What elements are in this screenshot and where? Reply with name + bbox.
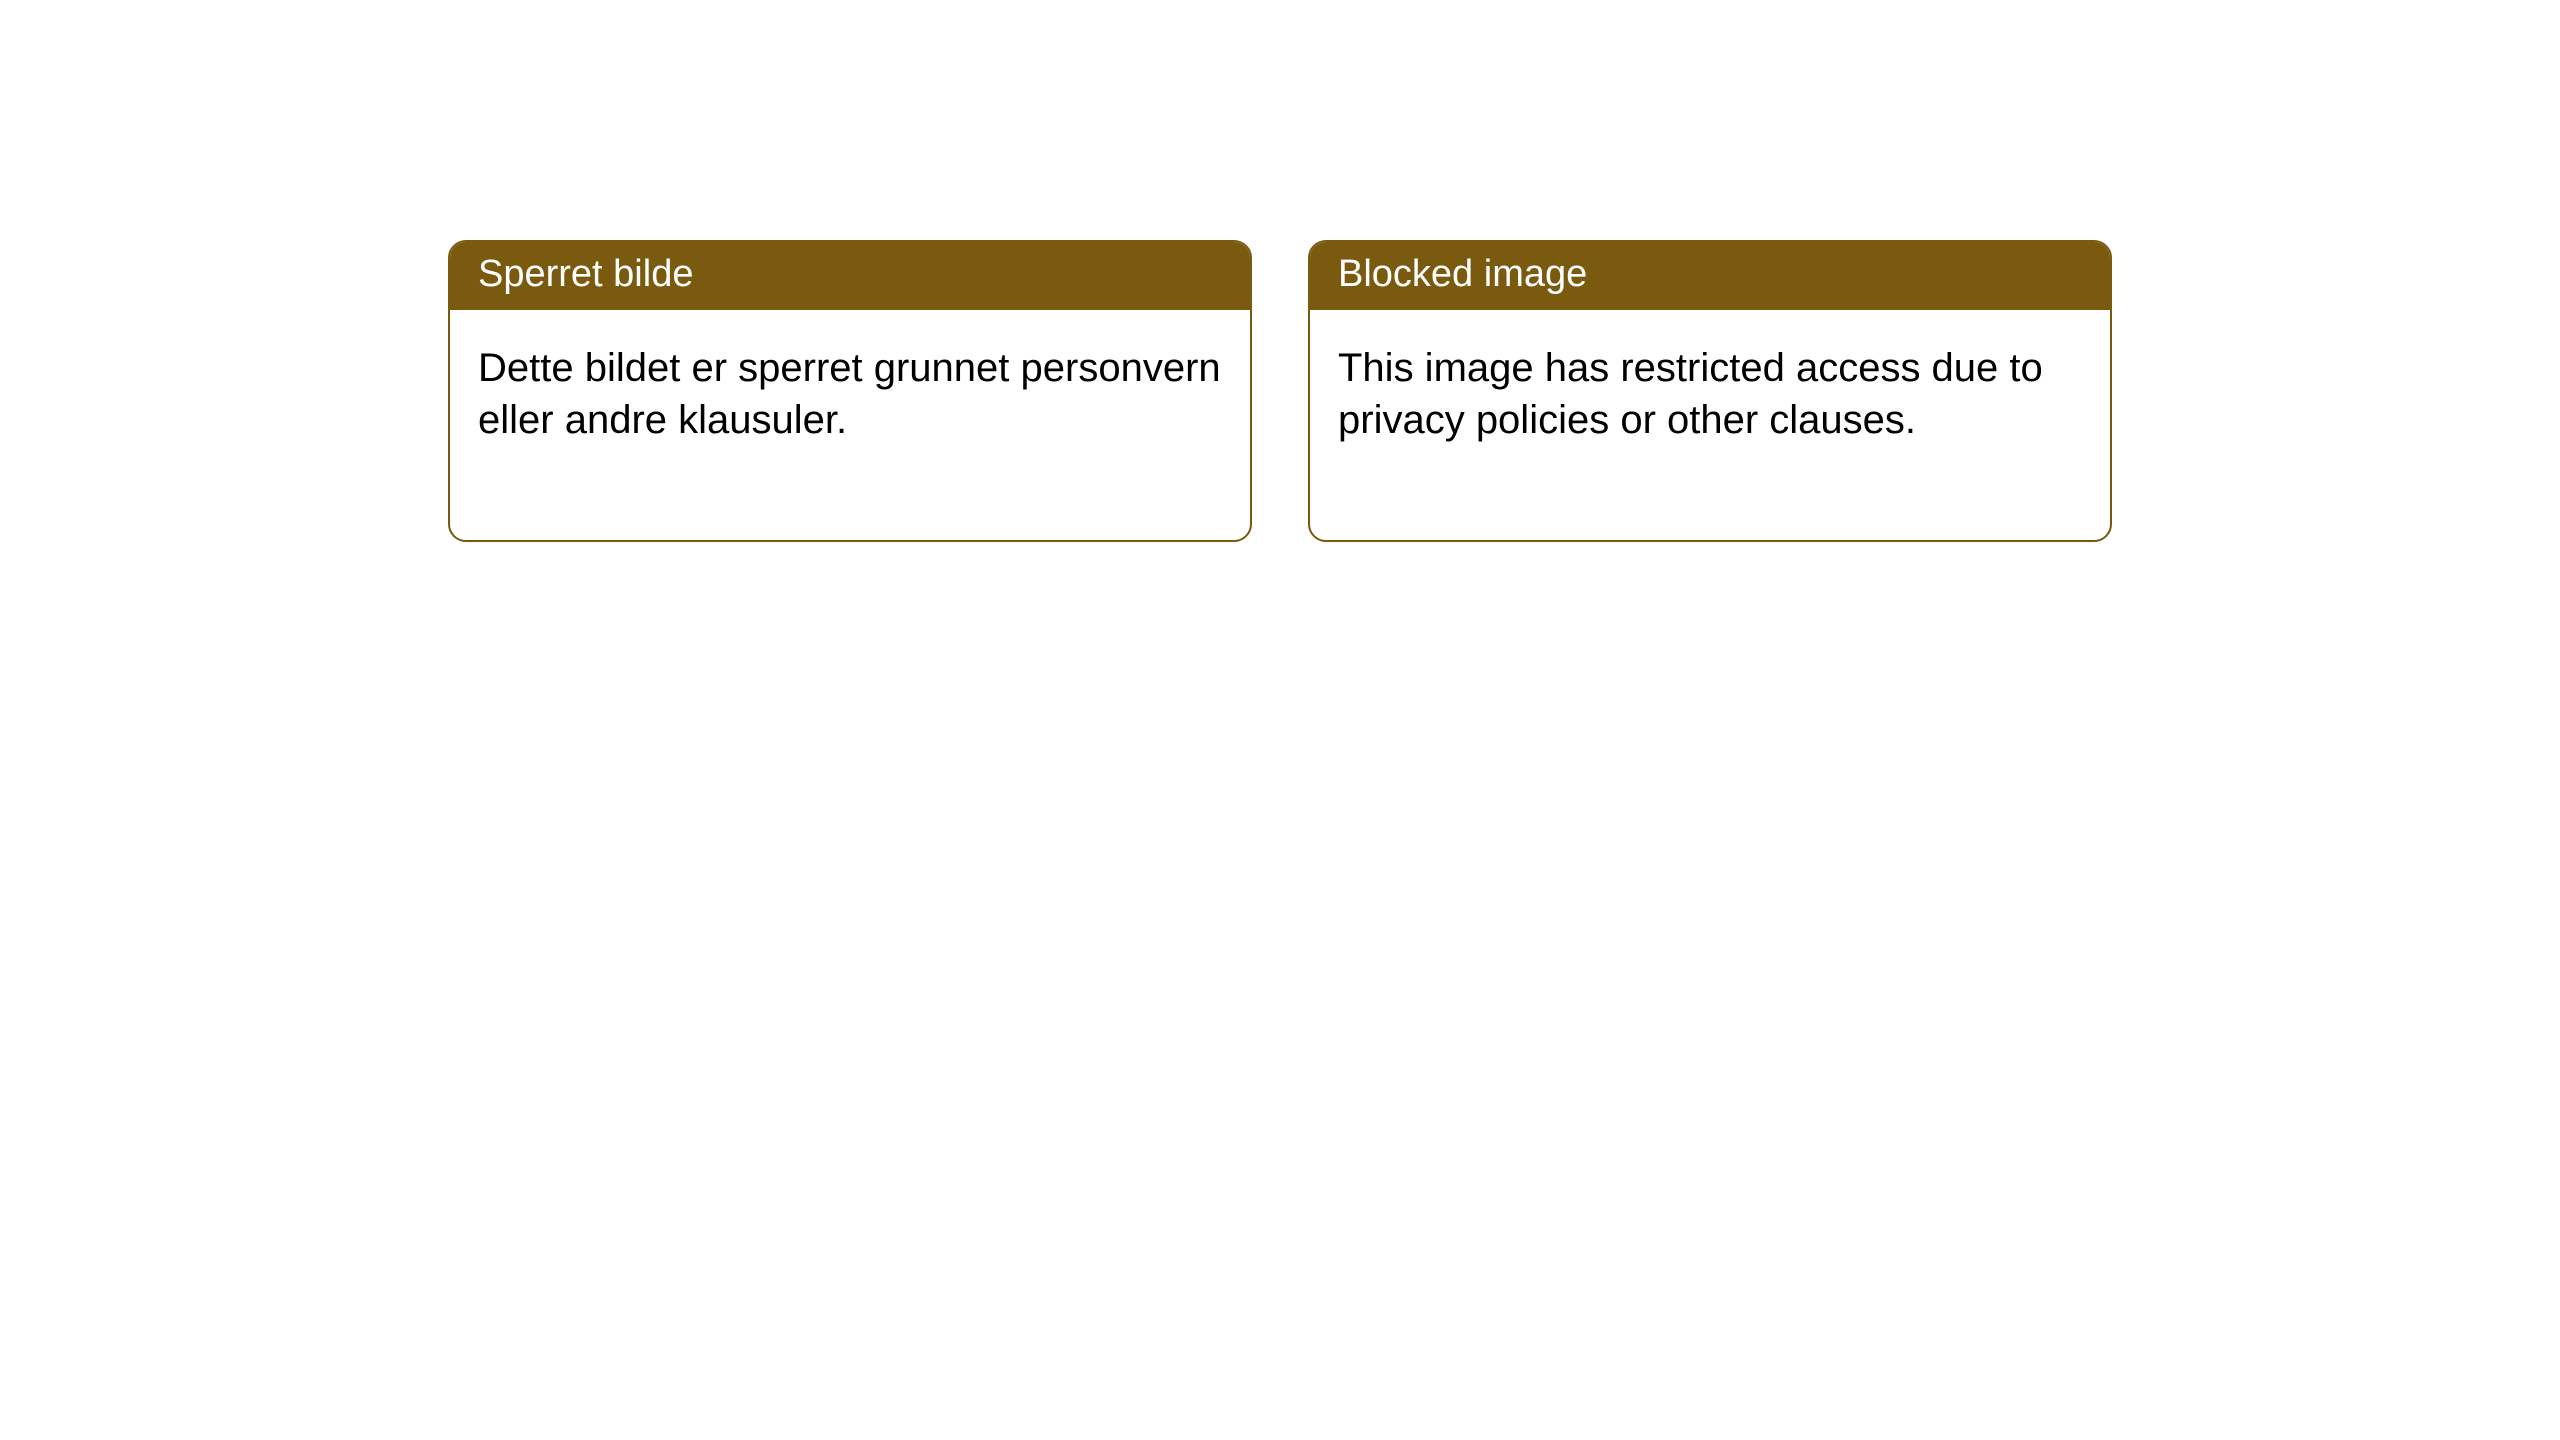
notice-card-english: Blocked image This image has restricted … [1308,240,2112,542]
notice-body: This image has restricted access due to … [1310,310,2110,540]
notice-card-norwegian: Sperret bilde Dette bildet er sperret gr… [448,240,1252,542]
notice-header: Blocked image [1310,242,2110,310]
notice-container: Sperret bilde Dette bildet er sperret gr… [0,0,2560,542]
notice-header: Sperret bilde [450,242,1250,310]
notice-body: Dette bildet er sperret grunnet personve… [450,310,1250,540]
